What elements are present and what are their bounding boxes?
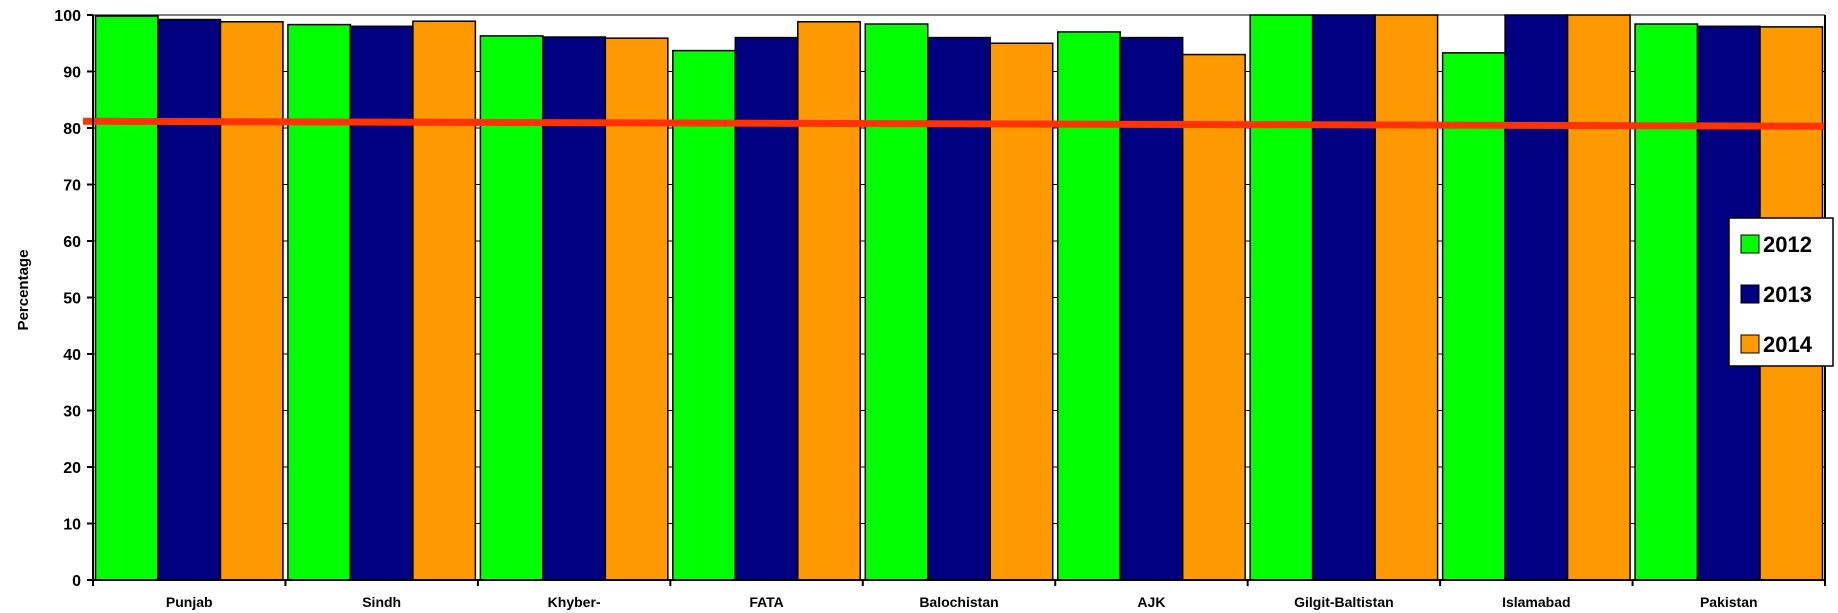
bar-2012-balochistan <box>864 23 929 581</box>
bars <box>94 14 1824 581</box>
y-tick-label: 50 <box>63 291 81 308</box>
legend-label-2012: 2012 <box>1763 232 1812 257</box>
legend-swatch-2014 <box>1740 334 1760 354</box>
x-category-labels: Punjab Sindh Khyber- FATA Balochistan AJK Gilg… <box>166 594 1758 610</box>
bar-2012-fata <box>672 49 737 581</box>
legend-label-2014: 2014 <box>1763 332 1813 357</box>
legend-label-2013: 2013 <box>1763 282 1812 307</box>
y-tick-label: 70 <box>63 178 81 195</box>
bar-2014-ajk <box>1181 53 1246 581</box>
y-tick-label: 100 <box>54 8 81 25</box>
y-tick-label: 40 <box>63 347 81 364</box>
reference-line <box>82 117 1826 130</box>
bar-2014-khyber- <box>604 37 669 581</box>
y-tick-label: 30 <box>63 404 81 421</box>
bar-2012-khyber- <box>479 35 544 581</box>
bar-2013-sindh <box>349 25 414 581</box>
x-category-label: AJK <box>1137 594 1165 610</box>
bar-2014-gilgit-baltistan <box>1374 14 1439 581</box>
bar-2014-islamabad <box>1566 14 1631 581</box>
bar-2014-balochistan <box>989 42 1054 581</box>
y-axis-title: Percentage <box>15 250 32 331</box>
bar-2013-khyber- <box>542 36 607 581</box>
reference-line-group <box>82 117 1826 130</box>
bar-2012-pakistan <box>1634 23 1699 581</box>
x-category-label: Punjab <box>166 594 213 610</box>
x-category-label: Khyber- <box>548 594 601 610</box>
bar-2012-ajk <box>1056 31 1121 581</box>
bar-2012-punjab <box>94 15 159 581</box>
y-tick-label: 10 <box>63 517 81 534</box>
legend: 2012 2013 2014 <box>1728 217 1834 367</box>
x-category-label: Sindh <box>362 594 401 610</box>
y-tick-label: 60 <box>63 234 81 251</box>
bar-2013-fata <box>734 36 799 581</box>
x-category-label: Balochistan <box>919 594 998 610</box>
legend-swatch-2012 <box>1740 234 1760 254</box>
y-tick-label: 0 <box>72 573 81 590</box>
bar-2014-sindh <box>412 20 477 581</box>
bar-2014-fata <box>797 21 862 581</box>
bar-2012-gilgit-baltistan <box>1249 14 1314 581</box>
bar-2013-islamabad <box>1504 14 1569 581</box>
bar-2013-punjab <box>157 18 222 581</box>
x-category-label: FATA <box>749 594 783 610</box>
x-category-label: Pakistan <box>1700 594 1758 610</box>
y-tick-labels: 0 10 20 30 40 50 60 70 80 90 100 <box>54 8 81 590</box>
x-category-label: Islamabad <box>1502 594 1570 610</box>
y-tick-label: 20 <box>63 460 81 477</box>
bar-2013-ajk <box>1119 36 1184 581</box>
x-category-label: Gilgit-Baltistan <box>1294 594 1394 610</box>
axes <box>87 14 1826 586</box>
bar-2012-islamabad <box>1441 52 1506 581</box>
bar-2013-gilgit-baltistan <box>1311 14 1376 581</box>
bar-2012-sindh <box>287 23 352 581</box>
bar-2014-punjab <box>219 21 284 581</box>
legend-swatch-2013 <box>1740 284 1760 304</box>
y-tick-label: 90 <box>63 65 81 82</box>
y-tick-label: 80 <box>63 121 81 138</box>
bar-2013-balochistan <box>927 36 991 581</box>
